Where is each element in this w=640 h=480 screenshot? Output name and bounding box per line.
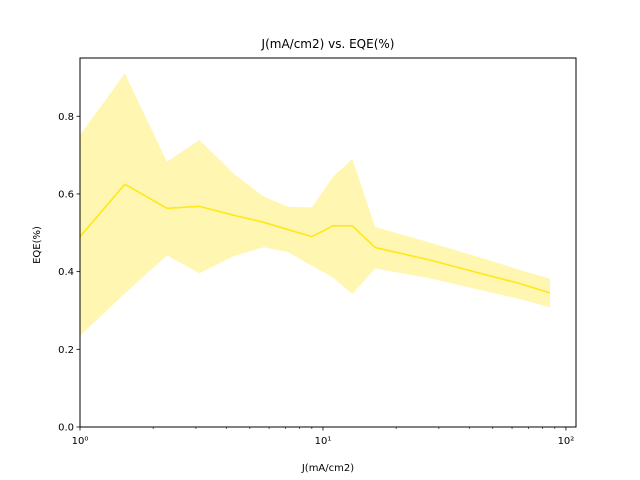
x-tick-label: 10⁰ xyxy=(72,436,89,447)
plot-area xyxy=(79,73,551,336)
confidence-band-0 xyxy=(80,73,551,336)
y-axis: 0.0 0.2 0.4 0.6 0.8 xyxy=(58,112,80,434)
x-tick-label: 10¹ xyxy=(315,436,332,447)
y-tick-label: 0.0 xyxy=(58,423,74,434)
x-tick-label: 10² xyxy=(558,436,575,447)
series-line-0 xyxy=(79,183,551,294)
y-tick-label: 0.6 xyxy=(58,189,74,200)
chart-title: J(mA/cm2) vs. EQE(%) xyxy=(261,37,395,51)
y-tick-label: 0.4 xyxy=(58,267,74,278)
x-axis-label: J(mA/cm2) xyxy=(301,463,354,474)
plot-frame xyxy=(79,57,577,428)
x-axis: 10⁰ 10¹ 10² xyxy=(72,427,575,447)
y-axis-label: EQE(%) xyxy=(32,226,43,264)
y-tick-label: 0.2 xyxy=(58,345,74,356)
y-tick-label: 0.8 xyxy=(58,112,74,123)
